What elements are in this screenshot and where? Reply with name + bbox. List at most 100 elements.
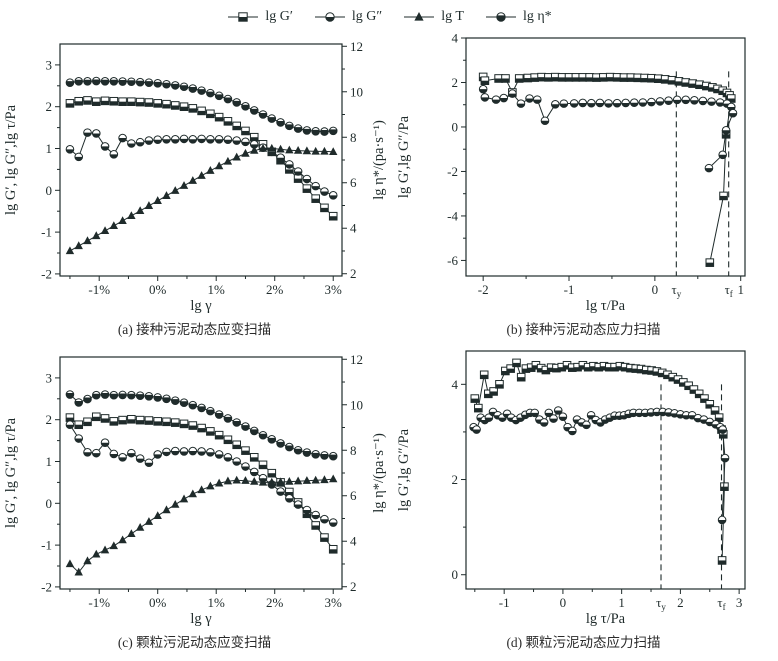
y-axis-label: lg G′,lg G″/Pa	[396, 115, 412, 198]
svg-text:10: 10	[350, 397, 363, 412]
series-triangle	[65, 474, 338, 576]
svg-text:3: 3	[46, 370, 53, 385]
svg-text:4: 4	[350, 534, 357, 549]
svg-text:1: 1	[618, 595, 625, 610]
svg-text:τf: τf	[725, 282, 733, 299]
half-square-marker-icon	[228, 12, 259, 22]
svg-text:1: 1	[46, 454, 53, 469]
legend-label-lg-g-doubleprime: lg G″	[351, 9, 383, 24]
svg-text:3: 3	[46, 57, 53, 72]
chart-c: -1% 0% 1% 2% 3% -2 -1 0 1 2 3 2 4 6 8 10 12 lg γ lg G′, lg…	[0, 343, 389, 656]
svg-text:3%: 3%	[325, 282, 343, 297]
chart-grid: -1% 0% 1% 2% 3% -2 -1 0 1 2 3 2 4 6 8 10 12 lg γ lg G′, lg…	[0, 30, 778, 656]
svg-text:-4: -4	[447, 208, 458, 223]
series-half-square	[470, 358, 729, 565]
svg-text:2: 2	[46, 99, 53, 114]
chart-d-caption: (d) 颗粒污泥动态应力扫描	[506, 635, 661, 650]
svg-text:8: 8	[350, 443, 357, 458]
svg-text:2%: 2%	[266, 282, 284, 297]
series-half-square	[65, 96, 338, 221]
svg-text:-2: -2	[447, 164, 458, 179]
svg-text:0: 0	[452, 119, 459, 134]
svg-text:2: 2	[452, 472, 459, 487]
svg-text:-1%: -1%	[88, 595, 110, 610]
svg-text:6: 6	[350, 175, 357, 190]
svg-text:8: 8	[350, 130, 357, 145]
svg-text:3%: 3%	[325, 595, 343, 610]
svg-text:1: 1	[737, 282, 744, 297]
x-axis-label: lg γ	[190, 611, 212, 627]
svg-text:0: 0	[652, 282, 659, 297]
series-half-circle	[65, 420, 338, 527]
chart-b: -2 -1 0 1 -6 -4 -2 0 2 4 τy τf lg τ/Pa lg G′,lg G″/Pa…	[389, 30, 778, 343]
svg-text:-1: -1	[499, 595, 510, 610]
svg-text:0: 0	[46, 183, 53, 198]
svg-text:τy: τy	[671, 282, 681, 299]
svg-text:2: 2	[350, 266, 357, 281]
svg-text:0: 0	[560, 595, 567, 610]
y-axis-label: lg G′, lg G″,lg τ/Pa	[3, 417, 19, 528]
svg-text:4: 4	[350, 221, 357, 236]
svg-text:-2: -2	[41, 579, 52, 594]
y2-axis-label: lg η*/(pa·s⁻¹)	[371, 120, 387, 200]
svg-text:-1%: -1%	[88, 282, 110, 297]
svg-text:0%: 0%	[149, 282, 167, 297]
svg-text:-1: -1	[41, 225, 52, 240]
svg-text:-6: -6	[447, 253, 458, 268]
svg-text:6: 6	[350, 488, 357, 503]
svg-text:2%: 2%	[266, 595, 284, 610]
svg-text:2: 2	[350, 579, 357, 594]
svg-text:-2: -2	[478, 282, 489, 297]
svg-text:2: 2	[452, 75, 459, 90]
chart-b-caption: (b) 接种污泥动态应力扫描	[506, 322, 661, 337]
svg-text:12: 12	[350, 352, 363, 367]
series-half-circle	[469, 406, 730, 525]
chart-d-canvas: -1 0 1 2 3 0 2 4 τy τf lg τ/Pa lg G′,lg G″/Pa	[396, 350, 746, 627]
svg-text:10: 10	[350, 84, 363, 99]
series-dark-circle	[65, 76, 338, 136]
svg-text:3: 3	[736, 595, 743, 610]
y2-axis-label: lg η*/(pa·s⁻¹)	[371, 433, 387, 513]
figure-legend: lg G′ lg G″ lg T lg η*	[0, 4, 778, 30]
chart-c-caption: (c) 颗粒污泥动态应变扫描	[117, 635, 272, 650]
legend-label-lg-eta: lg η*	[522, 9, 552, 24]
legend-item-lg-g-prime: lg G′	[226, 9, 293, 25]
svg-text:-1: -1	[41, 538, 52, 553]
series-half-circle	[65, 128, 338, 200]
x-axis-label: lg γ	[190, 298, 212, 314]
y-axis-label: lg G′, lg G″,lg τ/Pa	[3, 104, 19, 215]
svg-text:4: 4	[452, 31, 459, 46]
svg-text:1%: 1%	[208, 282, 226, 297]
svg-text:0: 0	[452, 567, 459, 582]
chart-a: -1% 0% 1% 2% 3% -2 -1 0 1 2 3 2 4 6 8 10 12 lg γ lg G′, lg…	[0, 30, 389, 343]
series-triangle	[65, 143, 338, 255]
plot-area: -1 0 1 2 3 0 2 4 τy τf lg τ/Pa lg G′,lg G″/Pa	[396, 350, 746, 627]
svg-text:0: 0	[46, 496, 53, 511]
svg-text:-1: -1	[564, 282, 575, 297]
svg-text:1: 1	[46, 141, 53, 156]
dark-circle-marker-icon	[485, 12, 516, 22]
triangle-marker-icon	[404, 12, 435, 21]
plot-area: -2 -1 0 1 -6 -4 -2 0 2 4 τy τf lg τ/Pa lg G′,lg G″/Pa	[396, 31, 746, 314]
svg-text:12: 12	[350, 39, 363, 54]
chart-a-caption: (a) 接种污泥动态应变扫描	[117, 322, 272, 337]
chart-b-canvas: -2 -1 0 1 -6 -4 -2 0 2 4 τy τf lg τ/Pa lg G′,lg G″/Pa	[396, 31, 746, 314]
x-axis-label: lg τ/Pa	[586, 298, 626, 314]
legend-item-lg-t: lg T	[402, 9, 464, 25]
svg-text:-2: -2	[41, 266, 52, 281]
legend-label-lg-g-prime: lg G′	[265, 9, 293, 24]
svg-text:4: 4	[452, 377, 459, 392]
svg-text:2: 2	[677, 595, 684, 610]
svg-text:2: 2	[46, 412, 53, 427]
half-circle-marker-icon	[314, 12, 345, 22]
svg-text:0%: 0%	[149, 595, 167, 610]
legend-item-lg-g-doubleprime: lg G″	[313, 9, 382, 25]
legend-label-lg-t: lg T	[441, 9, 464, 24]
y-axis-label: lg G′,lg G″/Pa	[396, 428, 412, 511]
series-dark-circle	[65, 390, 338, 461]
